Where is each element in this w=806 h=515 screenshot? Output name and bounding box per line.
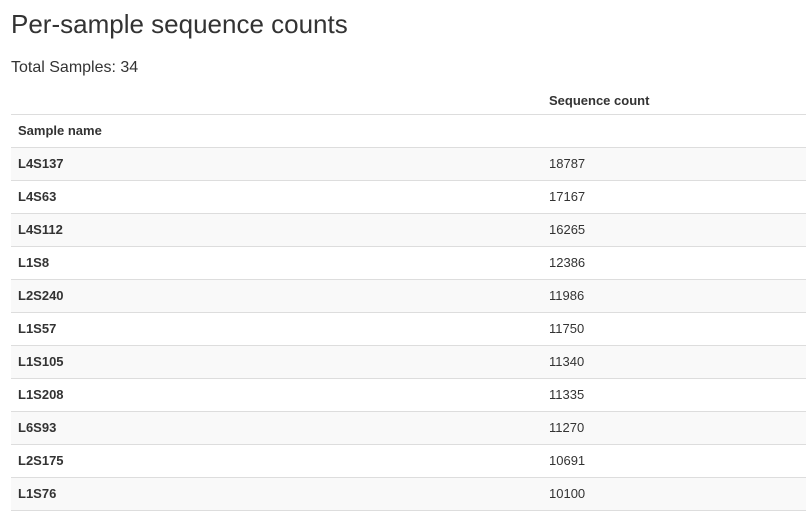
sequence-count-cell: 17167 — [542, 180, 806, 214]
sample-name-cell: L4S112 — [11, 213, 542, 247]
sequence-counts-table: Sequence count Sample name L4S137 18787 … — [11, 82, 806, 511]
sequence-count-cell: 18787 — [542, 147, 806, 181]
sample-name-header: Sample name — [11, 114, 542, 148]
table-row: L1S105 11340 — [11, 345, 806, 379]
sequence-count-cell: 10691 — [542, 444, 806, 478]
sample-name-cell: L4S63 — [11, 180, 542, 214]
table-row: L1S8 12386 — [11, 246, 806, 280]
sequence-count-cell: 10100 — [542, 477, 806, 511]
sequence-count-cell: 11750 — [542, 312, 806, 346]
empty-header-cell — [11, 82, 542, 115]
column-header-row: Sequence count — [11, 82, 806, 115]
sequence-count-cell: 16265 — [542, 213, 806, 247]
table-row: L4S137 18787 — [11, 147, 806, 181]
index-header-row: Sample name — [11, 114, 806, 148]
table-row: L1S76 10100 — [11, 477, 806, 511]
sample-name-cell: L1S105 — [11, 345, 542, 379]
table-row: L6S93 11270 — [11, 411, 806, 445]
sample-name-cell: L2S175 — [11, 444, 542, 478]
table-row: L4S112 16265 — [11, 213, 806, 247]
sample-name-cell: L6S93 — [11, 411, 542, 445]
page-title: Per-sample sequence counts — [11, 9, 348, 39]
table-row: L2S240 11986 — [11, 279, 806, 313]
content-container: Per-sample sequence counts Total Samples… — [11, 0, 806, 511]
table-row: L4S63 17167 — [11, 180, 806, 214]
sample-name-cell: L2S240 — [11, 279, 542, 313]
sample-name-cell: L1S8 — [11, 246, 542, 280]
table-row: L2S175 10691 — [11, 444, 806, 478]
sequence-count-cell: 11270 — [542, 411, 806, 445]
sample-name-cell: L1S76 — [11, 477, 542, 511]
empty-index-cell — [542, 114, 806, 148]
sample-name-cell: L4S137 — [11, 147, 542, 181]
sequence-count-cell: 11340 — [542, 345, 806, 379]
sample-name-cell: L1S57 — [11, 312, 542, 346]
table-row: L1S57 11750 — [11, 312, 806, 346]
total-samples-label: Total Samples: 34 — [11, 58, 139, 76]
sequence-count-cell: 11986 — [542, 279, 806, 313]
table-row: L1S208 11335 — [11, 378, 806, 412]
table-body: L4S137 18787 L4S63 17167 L4S112 16265 L1… — [11, 147, 806, 511]
sample-name-cell: L1S208 — [11, 378, 542, 412]
sequence-count-header: Sequence count — [542, 82, 806, 115]
sequence-count-cell: 11335 — [542, 378, 806, 412]
table-header: Sequence count Sample name — [11, 82, 806, 148]
sequence-count-cell: 12386 — [542, 246, 806, 280]
